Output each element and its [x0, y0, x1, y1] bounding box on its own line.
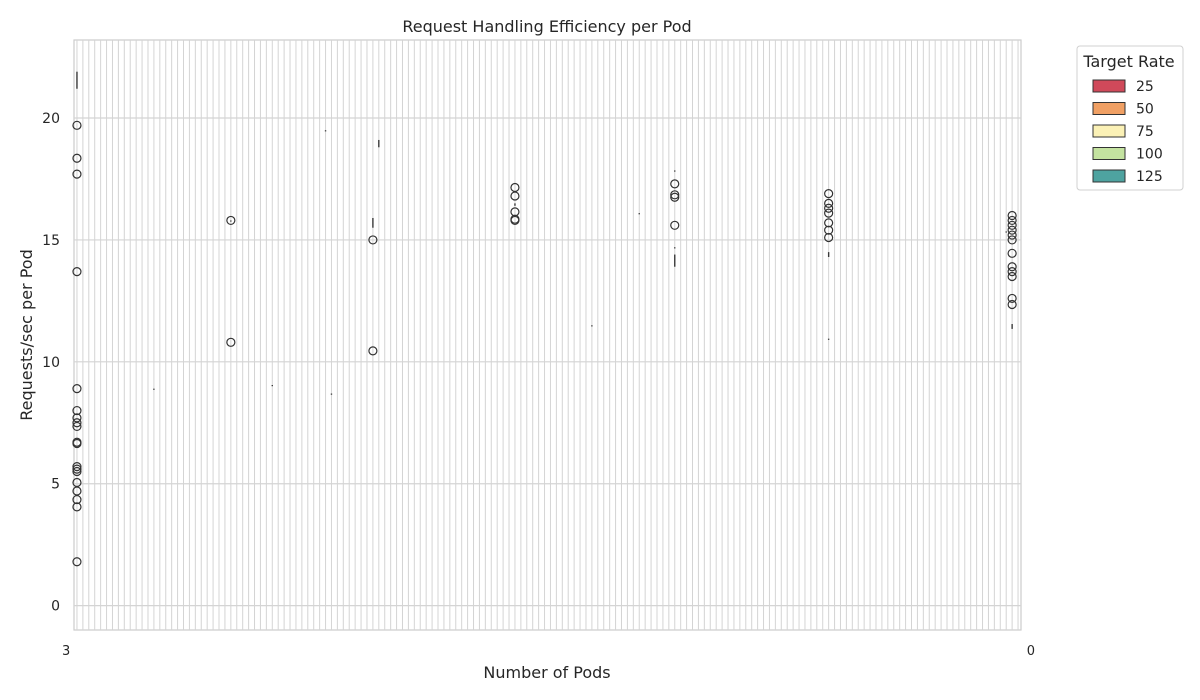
- box-group: [670, 179, 680, 267]
- legend-swatch: [1092, 102, 1126, 115]
- outlier-point: [368, 346, 378, 356]
- outlier-point: [72, 462, 82, 472]
- outlier-point: [824, 188, 834, 199]
- box-plot-groups: [72, 71, 1017, 567]
- outlier-point: [824, 208, 834, 218]
- outlier-point: [1007, 267, 1017, 277]
- outlier-point: [72, 557, 82, 567]
- legend-swatch: [1092, 169, 1126, 183]
- plot-area: [73, 39, 1022, 631]
- outlier-point: [824, 218, 834, 228]
- legend-label: 50: [1136, 102, 1154, 118]
- y-tick-label: 15: [42, 233, 60, 249]
- outlier-point: [670, 179, 680, 189]
- y-tick-labels: 0 5 10 15 20: [42, 111, 60, 615]
- outlier-point: [72, 384, 82, 394]
- legend-label: 75: [1136, 124, 1154, 140]
- outlier-point: [72, 267, 82, 277]
- outlier-point: [1007, 215, 1017, 226]
- outlier-point: [368, 235, 378, 245]
- legend-entry: 25: [1092, 79, 1154, 95]
- outlier-point: [824, 203, 834, 213]
- outlier-point: [1007, 225, 1017, 235]
- x-axis-label: Number of Pods: [483, 663, 610, 682]
- chart-title: Request Handling Efficiency per Pod: [402, 17, 691, 36]
- outlier-point: [1007, 220, 1017, 230]
- outlier-point: [72, 464, 82, 474]
- y-axis-label: Requests/sec per Pod: [17, 249, 36, 420]
- outlier-point: [72, 438, 82, 449]
- box-group: [510, 182, 520, 226]
- outlier-point: [226, 215, 236, 226]
- legend: Target Rate 25 50 75 100 125: [1076, 45, 1184, 191]
- legend-label: 100: [1136, 147, 1163, 163]
- outlier-point: [72, 120, 82, 130]
- box-group: [72, 71, 82, 567]
- outlier-point: [72, 421, 82, 432]
- outlier-point: [510, 215, 520, 226]
- y-gridlines: [74, 117, 1021, 607]
- outlier-point: [670, 220, 680, 230]
- outlier-point: [72, 153, 82, 163]
- box-group: [368, 217, 378, 356]
- outlier-point: [1007, 235, 1017, 245]
- y-tick-label: 20: [42, 111, 60, 127]
- outlier-point: [670, 192, 680, 202]
- outlier-point: [72, 466, 82, 477]
- outlier-point: [510, 191, 520, 201]
- outlier-point: [670, 190, 680, 200]
- outlier-point: [1007, 262, 1017, 272]
- outlier-point: [1007, 271, 1017, 282]
- outlier-point: [824, 225, 834, 235]
- outlier-point: [72, 405, 82, 416]
- legend-entry: 100: [1092, 147, 1163, 163]
- box-group: [824, 188, 834, 257]
- x-tick-label-first: 3: [62, 644, 70, 659]
- legend-swatch: [1092, 124, 1126, 138]
- legend-label: 125: [1136, 169, 1163, 185]
- outlier-point: [72, 169, 82, 179]
- legend-entry: 50: [1092, 102, 1154, 118]
- legend-swatch: [1092, 147, 1126, 160]
- legend-entry: 75: [1092, 124, 1154, 140]
- legend-swatch: [1092, 79, 1126, 93]
- legend-title: Target Rate: [1082, 52, 1174, 71]
- x-tick-label-last: 0: [1027, 644, 1035, 659]
- outlier-point: [1007, 293, 1017, 304]
- outlier-point: [824, 198, 834, 208]
- legend-label: 25: [1136, 79, 1154, 95]
- outlier-point: [72, 502, 82, 512]
- y-tick-label: 5: [51, 477, 60, 493]
- outlier-point: [1007, 230, 1017, 240]
- outlier-point: [1007, 299, 1017, 310]
- y-tick-label: 0: [51, 599, 60, 615]
- x-gridlines: [76, 40, 1019, 630]
- box-group: [226, 215, 236, 347]
- legend-entry: 125: [1092, 169, 1163, 185]
- legend-entries: 25 50 75 100 125: [1092, 79, 1163, 185]
- y-tick-label: 10: [42, 355, 60, 371]
- outlier-point: [1007, 248, 1017, 258]
- box-group: [1007, 210, 1017, 329]
- outlier-point: [226, 337, 236, 347]
- outlier-point: [72, 494, 82, 505]
- outlier-point: [1007, 210, 1017, 221]
- outlier-point: [72, 418, 82, 428]
- outlier-point: [824, 232, 834, 243]
